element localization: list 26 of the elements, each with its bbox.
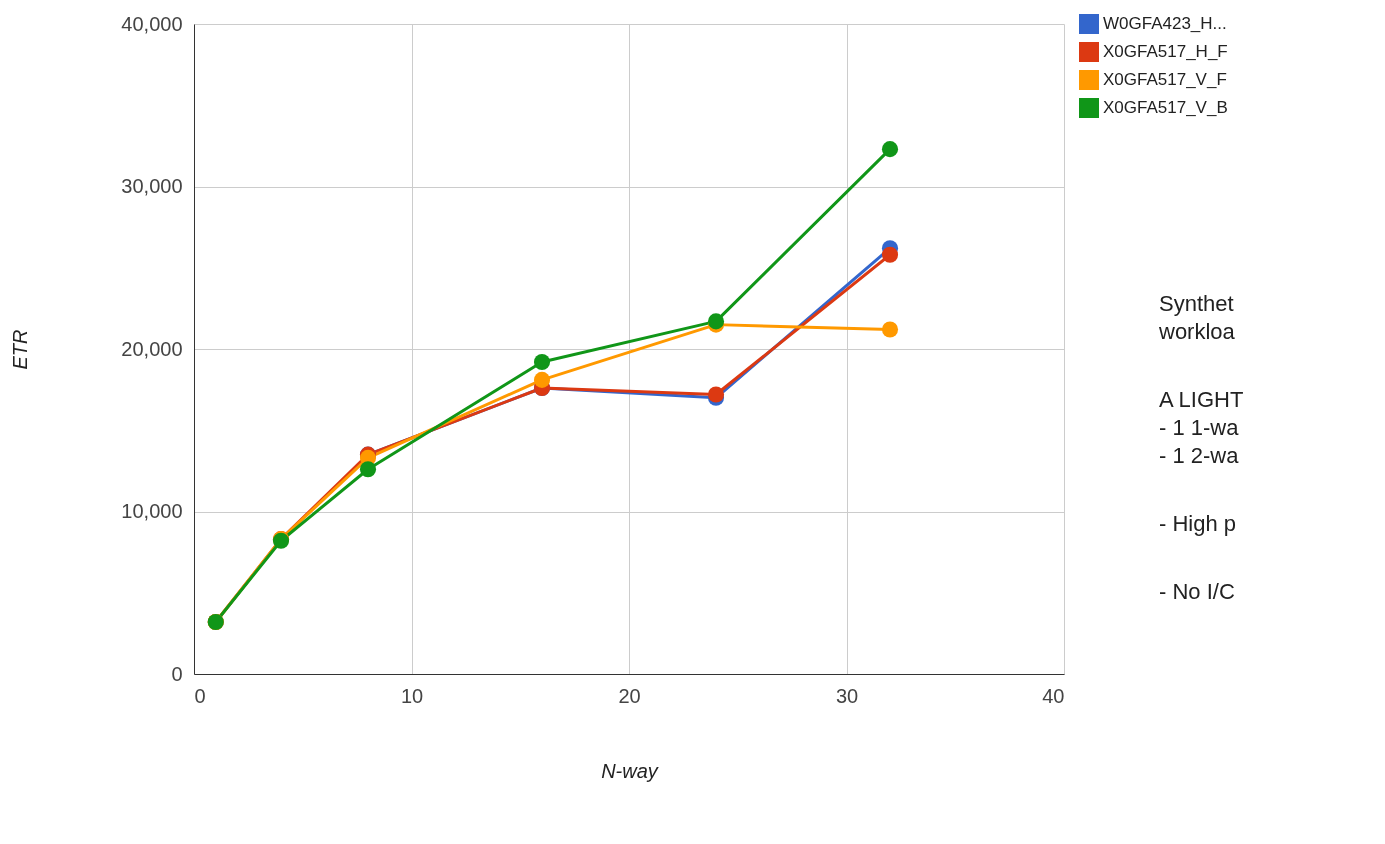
x-tick-label: 0 xyxy=(194,684,206,707)
text: - High p xyxy=(1159,511,1237,536)
y-tick-label: 20,000 xyxy=(121,337,183,360)
point xyxy=(881,246,899,263)
point xyxy=(533,371,551,388)
point xyxy=(881,141,899,158)
legend-label: X0GFA517_V_B xyxy=(1103,98,1228,117)
y-tick-label: 40,000 xyxy=(121,12,183,35)
point xyxy=(881,321,899,338)
y-tick-label: 30,000 xyxy=(121,175,183,197)
legend-label: W0GFA423_H... xyxy=(1103,14,1227,33)
x-tick-label: 40 xyxy=(1042,684,1065,707)
text: A LIGHT - 1 1-wa - 1 2-wa xyxy=(1159,387,1244,468)
legend-label: X0GFA517_V_F xyxy=(1103,70,1227,89)
y-axis-title: ETR xyxy=(9,329,32,370)
point xyxy=(359,461,377,478)
point xyxy=(533,353,551,371)
y-tick-label: 0 xyxy=(171,662,183,685)
x-axis-title: N-way xyxy=(601,759,659,782)
x-tick-label: 20 xyxy=(618,684,641,707)
x-tick-label: 10 xyxy=(400,684,424,707)
x-tick-label: 30 xyxy=(835,684,859,707)
text: - No I/C xyxy=(1159,579,1235,604)
y-tick-label: 10,000 xyxy=(121,500,183,522)
text: Synthet workloa xyxy=(1158,291,1236,344)
legend-label: X0GFA517_H_F xyxy=(1103,42,1228,61)
